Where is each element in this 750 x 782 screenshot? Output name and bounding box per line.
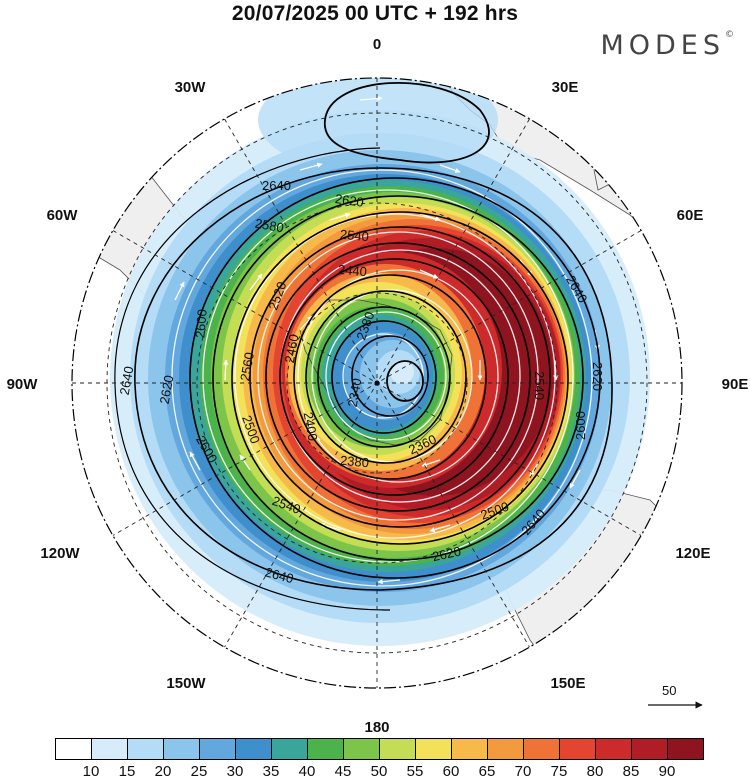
- lon-label-120w: 120W: [40, 545, 80, 562]
- contour-label: 2620: [590, 362, 605, 391]
- contour-label: 2640: [262, 178, 291, 193]
- lon-label-150e: 150E: [550, 675, 585, 692]
- colorbar-tick-label: 80: [586, 763, 604, 780]
- modes-logo: MODES©: [600, 30, 734, 61]
- colorbar-tick-label: 55: [406, 763, 424, 780]
- colorbar-tick-label: 30: [226, 763, 244, 780]
- contour-label: 2620: [334, 191, 365, 210]
- lon-label-90w: 90W: [7, 376, 39, 393]
- colorbar-tick-label: 15: [118, 763, 136, 780]
- map-title: 20/07/2025 00 UTC + 192 hrs: [231, 2, 519, 25]
- colorbar-tick-label: 90: [658, 763, 676, 780]
- polar-stereographic-map: 2640 2640 2640 2640 2640 2620 2620 2620 …: [7, 36, 749, 735]
- lon-label-180: 180: [364, 719, 389, 735]
- brand-text: MODES: [600, 30, 725, 61]
- colorbar-swatch: [127, 738, 164, 760]
- height-contours: [114, 81, 613, 611]
- contour-label: 2340: [345, 377, 365, 408]
- colorbar-swatch: [415, 738, 452, 760]
- lon-label-0: 0: [373, 36, 381, 53]
- colorbar-tick-label: 85: [622, 763, 640, 780]
- contour-label: 2540: [532, 371, 547, 400]
- colorbar-tick-label: 20: [154, 763, 172, 780]
- colorbar-swatch: [55, 738, 92, 760]
- madagascar: [593, 149, 613, 191]
- colorbar-swatch: [163, 738, 200, 760]
- colorbar-swatch: [559, 738, 596, 760]
- contour-label: 2580: [254, 216, 285, 236]
- contour-label: 2440: [337, 262, 367, 279]
- colorbar-swatch: [271, 738, 308, 760]
- colorbar-swatch: [379, 738, 416, 760]
- colorbar-swatch: [487, 738, 524, 760]
- contour-label: 2460: [282, 333, 302, 364]
- colorbar-swatch: [631, 738, 668, 760]
- contour-label: 2560: [237, 351, 257, 382]
- contour-label: 2640: [263, 564, 295, 586]
- colorbar: [55, 738, 704, 762]
- contour-label: 2600: [573, 411, 588, 440]
- lon-label-150w: 150W: [166, 675, 206, 692]
- colorbar-tick-label: 75: [550, 763, 568, 780]
- south-pole-marker: [374, 380, 380, 386]
- colorbar-swatch: [343, 738, 380, 760]
- colorbar-tick-label: 70: [514, 763, 532, 780]
- colorbar-swatch: [667, 738, 704, 760]
- colorbar-swatch: [307, 738, 344, 760]
- lon-label-30e: 30E: [552, 79, 579, 96]
- colorbar-tick-label: 60: [442, 763, 460, 780]
- lon-label-60w: 60W: [47, 207, 79, 224]
- map-boundary: [71, 77, 683, 689]
- colorbar-tick-label: 50: [370, 763, 388, 780]
- lon-label-90e: 90E: [722, 376, 749, 393]
- contour-label: 2400: [301, 411, 321, 442]
- colorbar-tick-label: 35: [262, 763, 280, 780]
- copyright-mark: ©: [725, 30, 734, 40]
- reference-vector-label: 50: [662, 683, 677, 698]
- colorbar-tick-label: 65: [478, 763, 496, 780]
- contour-label: 2620: [431, 543, 462, 564]
- colorbar-swatch: [451, 738, 488, 760]
- contour-label: 2620: [157, 374, 177, 405]
- lon-label-60e: 60E: [677, 207, 704, 224]
- wind-arrows: [174, 95, 600, 585]
- longitude-labels: 0 30E 60E 90E 120E 150E 180 150W 120W 90…: [7, 36, 749, 735]
- colorbar-swatch: [91, 738, 128, 760]
- colorbar-tick-label: 40: [298, 763, 316, 780]
- contour-label: 2600: [192, 309, 209, 339]
- colorbar-swatch: [199, 738, 236, 760]
- lon-label-30w: 30W: [175, 79, 207, 96]
- map-disk: [72, 78, 682, 688]
- lon-label-120e: 120E: [675, 545, 710, 562]
- colorbar-tick-label: 10: [82, 763, 100, 780]
- contour-label: 2540: [339, 227, 369, 244]
- colorbar-swatch: [595, 738, 632, 760]
- colorbar-swatch: [235, 738, 272, 760]
- colorbar-tick-label: 25: [190, 763, 208, 780]
- contour-label: 2380: [339, 453, 369, 470]
- contour-label: 2640: [117, 365, 137, 396]
- colorbar-swatch: [523, 738, 560, 760]
- colorbar-tick-label: 45: [334, 763, 352, 780]
